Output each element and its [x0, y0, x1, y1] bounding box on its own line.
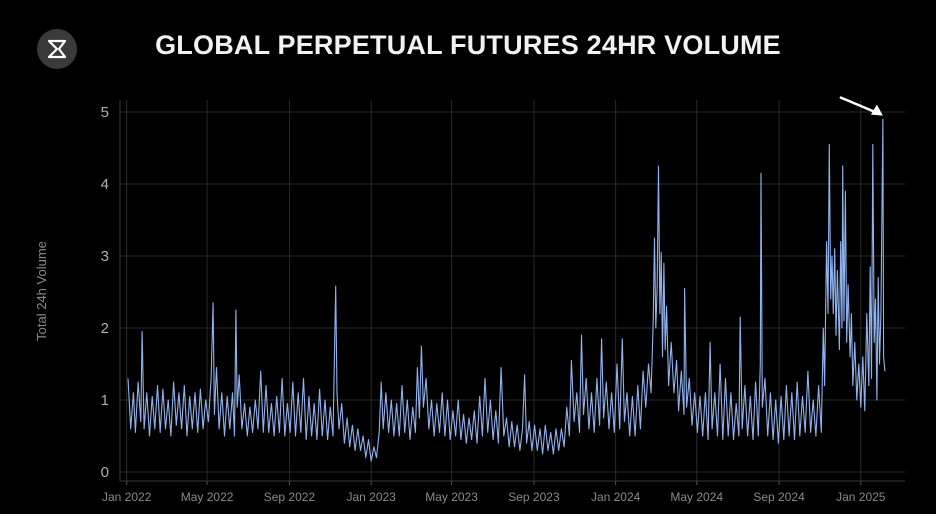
x-tick-label: Jan 2025	[836, 490, 886, 504]
x-tick-label: Jan 2024	[591, 490, 641, 504]
chart-grid	[120, 100, 905, 481]
x-axis-ticks: Jan 2022 May 2022 Sep 2022 Jan 2023 May 2023…	[102, 490, 886, 504]
y-tick-label: 2	[101, 320, 109, 337]
x-tick-label: Sep 2024	[753, 490, 805, 504]
x-tick-label: May 2023	[425, 490, 478, 504]
x-tick-label: May 2022	[181, 490, 234, 504]
y-tick-label: 4	[101, 176, 109, 193]
x-tick-label: Sep 2022	[264, 490, 316, 504]
chart-axes	[119, 100, 905, 485]
x-tick-label: May 2024	[670, 490, 723, 504]
arrow-head	[870, 104, 883, 116]
x-tick-label: Jan 2022	[102, 490, 152, 504]
peak-arrow-annotation	[839, 96, 883, 116]
y-tick-label: 3	[101, 248, 109, 265]
arrow-shaft	[839, 96, 881, 115]
x-tick-label: Jan 2023	[346, 490, 396, 504]
y-tick-label: 0	[101, 464, 109, 481]
series-line	[127, 118, 886, 462]
y-axis-ticks: 0 1 2 3 4 5	[101, 104, 109, 481]
y-axis-label: Total 24h Volume	[34, 241, 49, 341]
sigma-logo-icon	[37, 29, 77, 69]
chart-title: GLOBAL PERPETUAL FUTURES 24HR VOLUME	[155, 30, 781, 60]
x-tick-label: Sep 2023	[508, 490, 560, 504]
y-tick-label: 5	[101, 104, 109, 121]
y-tick-label: 1	[101, 392, 109, 409]
